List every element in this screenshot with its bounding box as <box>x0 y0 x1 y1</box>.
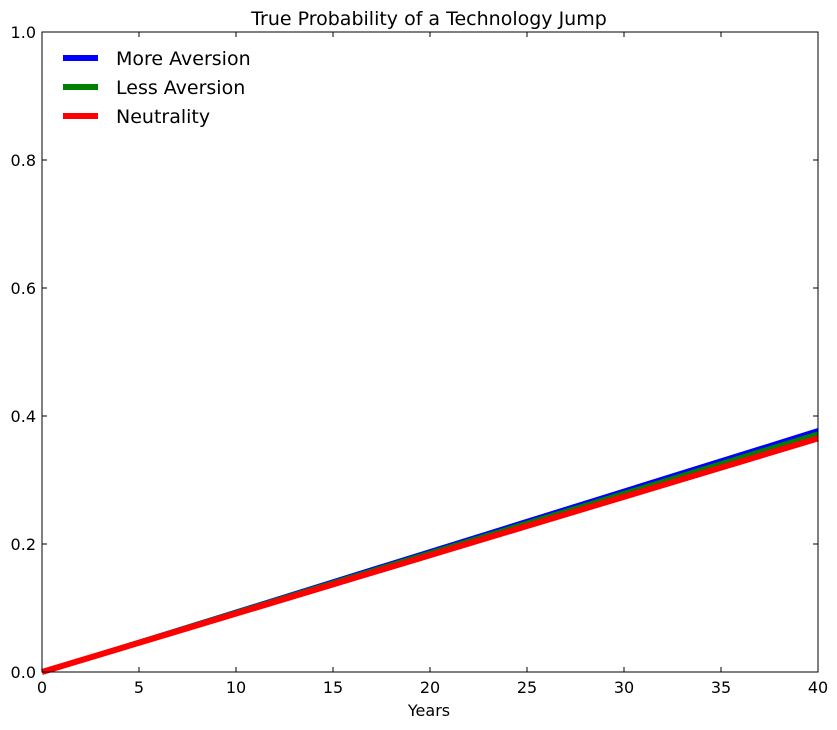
x-tick-label: 40 <box>808 678 828 697</box>
y-tick-label: 0.8 <box>11 151 36 170</box>
y-tick-label: 1.0 <box>11 23 36 42</box>
series-line-3 <box>41 435 819 675</box>
y-tick-label: 0.4 <box>11 407 36 426</box>
x-axis-label: Years <box>407 701 450 720</box>
chart-title: True Probability of a Technology Jump <box>250 8 607 30</box>
legend-label: More Aversion <box>116 48 251 70</box>
x-tick-label: 15 <box>323 678 343 697</box>
x-tick-label: 30 <box>614 678 634 697</box>
x-tick-label: 0 <box>37 678 47 697</box>
x-tick-label: 35 <box>711 678 731 697</box>
plot-area <box>41 31 819 675</box>
y-tick-label: 0.2 <box>11 535 36 554</box>
legend: More Aversion Less Aversion Neutrality <box>63 48 251 128</box>
x-tick-label: 10 <box>226 678 246 697</box>
y-axis: 0.0 0.2 0.4 0.6 0.8 1.0 <box>11 23 818 682</box>
x-tick-label: 5 <box>134 678 144 697</box>
legend-label: Neutrality <box>116 106 210 128</box>
plot-frame <box>41 31 819 673</box>
y-tick-label: 0.6 <box>11 279 36 298</box>
y-tick-label: 0.0 <box>11 663 36 682</box>
x-tick-label: 20 <box>420 678 440 697</box>
legend-label: Less Aversion <box>116 77 245 99</box>
x-axis: 0 5 10 15 20 25 30 35 40 <box>37 32 828 697</box>
series-layer <box>41 428 819 675</box>
x-tick-label: 25 <box>517 678 537 697</box>
